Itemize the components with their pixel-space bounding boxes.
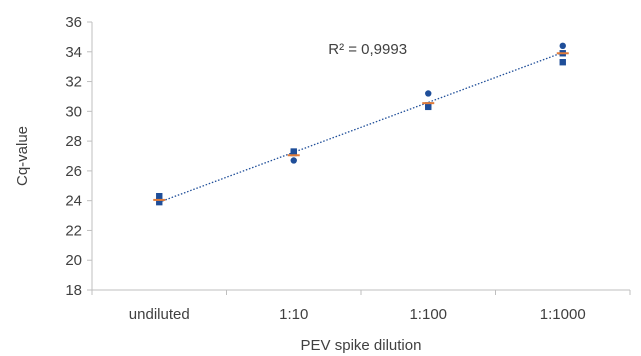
x-tick-label: 1:1000 <box>540 306 586 323</box>
x-tick-label: 1:10 <box>279 306 308 323</box>
x-axis-label: PEV spike dilution <box>301 337 422 354</box>
y-tick-label: 22 <box>65 222 82 239</box>
data-point-circle <box>559 42 566 50</box>
y-tick-label: 34 <box>65 44 82 61</box>
y-tick-label: 18 <box>65 282 82 299</box>
y-axis: 18 20 22 24 26 28 30 32 34 36 <box>65 14 93 299</box>
data-point-square <box>290 149 297 157</box>
r-squared-annotation: R² = 0,9993 <box>328 41 407 58</box>
y-axis-label: Cq-value <box>14 126 31 186</box>
data-points <box>156 42 566 206</box>
x-tick-label: 1:100 <box>409 306 447 323</box>
data-point-circle <box>425 90 432 97</box>
y-tick-label: 32 <box>65 74 82 91</box>
x-axis: undiluted 1:10 1:100 1:1000 <box>91 289 631 323</box>
y-tick-label: 30 <box>65 103 82 120</box>
x-tick-label: undiluted <box>129 306 190 323</box>
data-point-square <box>559 59 566 66</box>
y-tick-label: 26 <box>65 163 82 180</box>
data-point-square <box>425 102 432 109</box>
y-tick-label: 28 <box>65 133 82 150</box>
mean-markers <box>153 52 569 201</box>
y-tick-label: 20 <box>65 252 82 269</box>
trendline <box>159 51 563 203</box>
data-point-circle <box>290 157 297 164</box>
y-tick-label: 24 <box>65 193 82 210</box>
trendline-line <box>159 51 563 203</box>
y-tick-label: 36 <box>65 14 82 31</box>
